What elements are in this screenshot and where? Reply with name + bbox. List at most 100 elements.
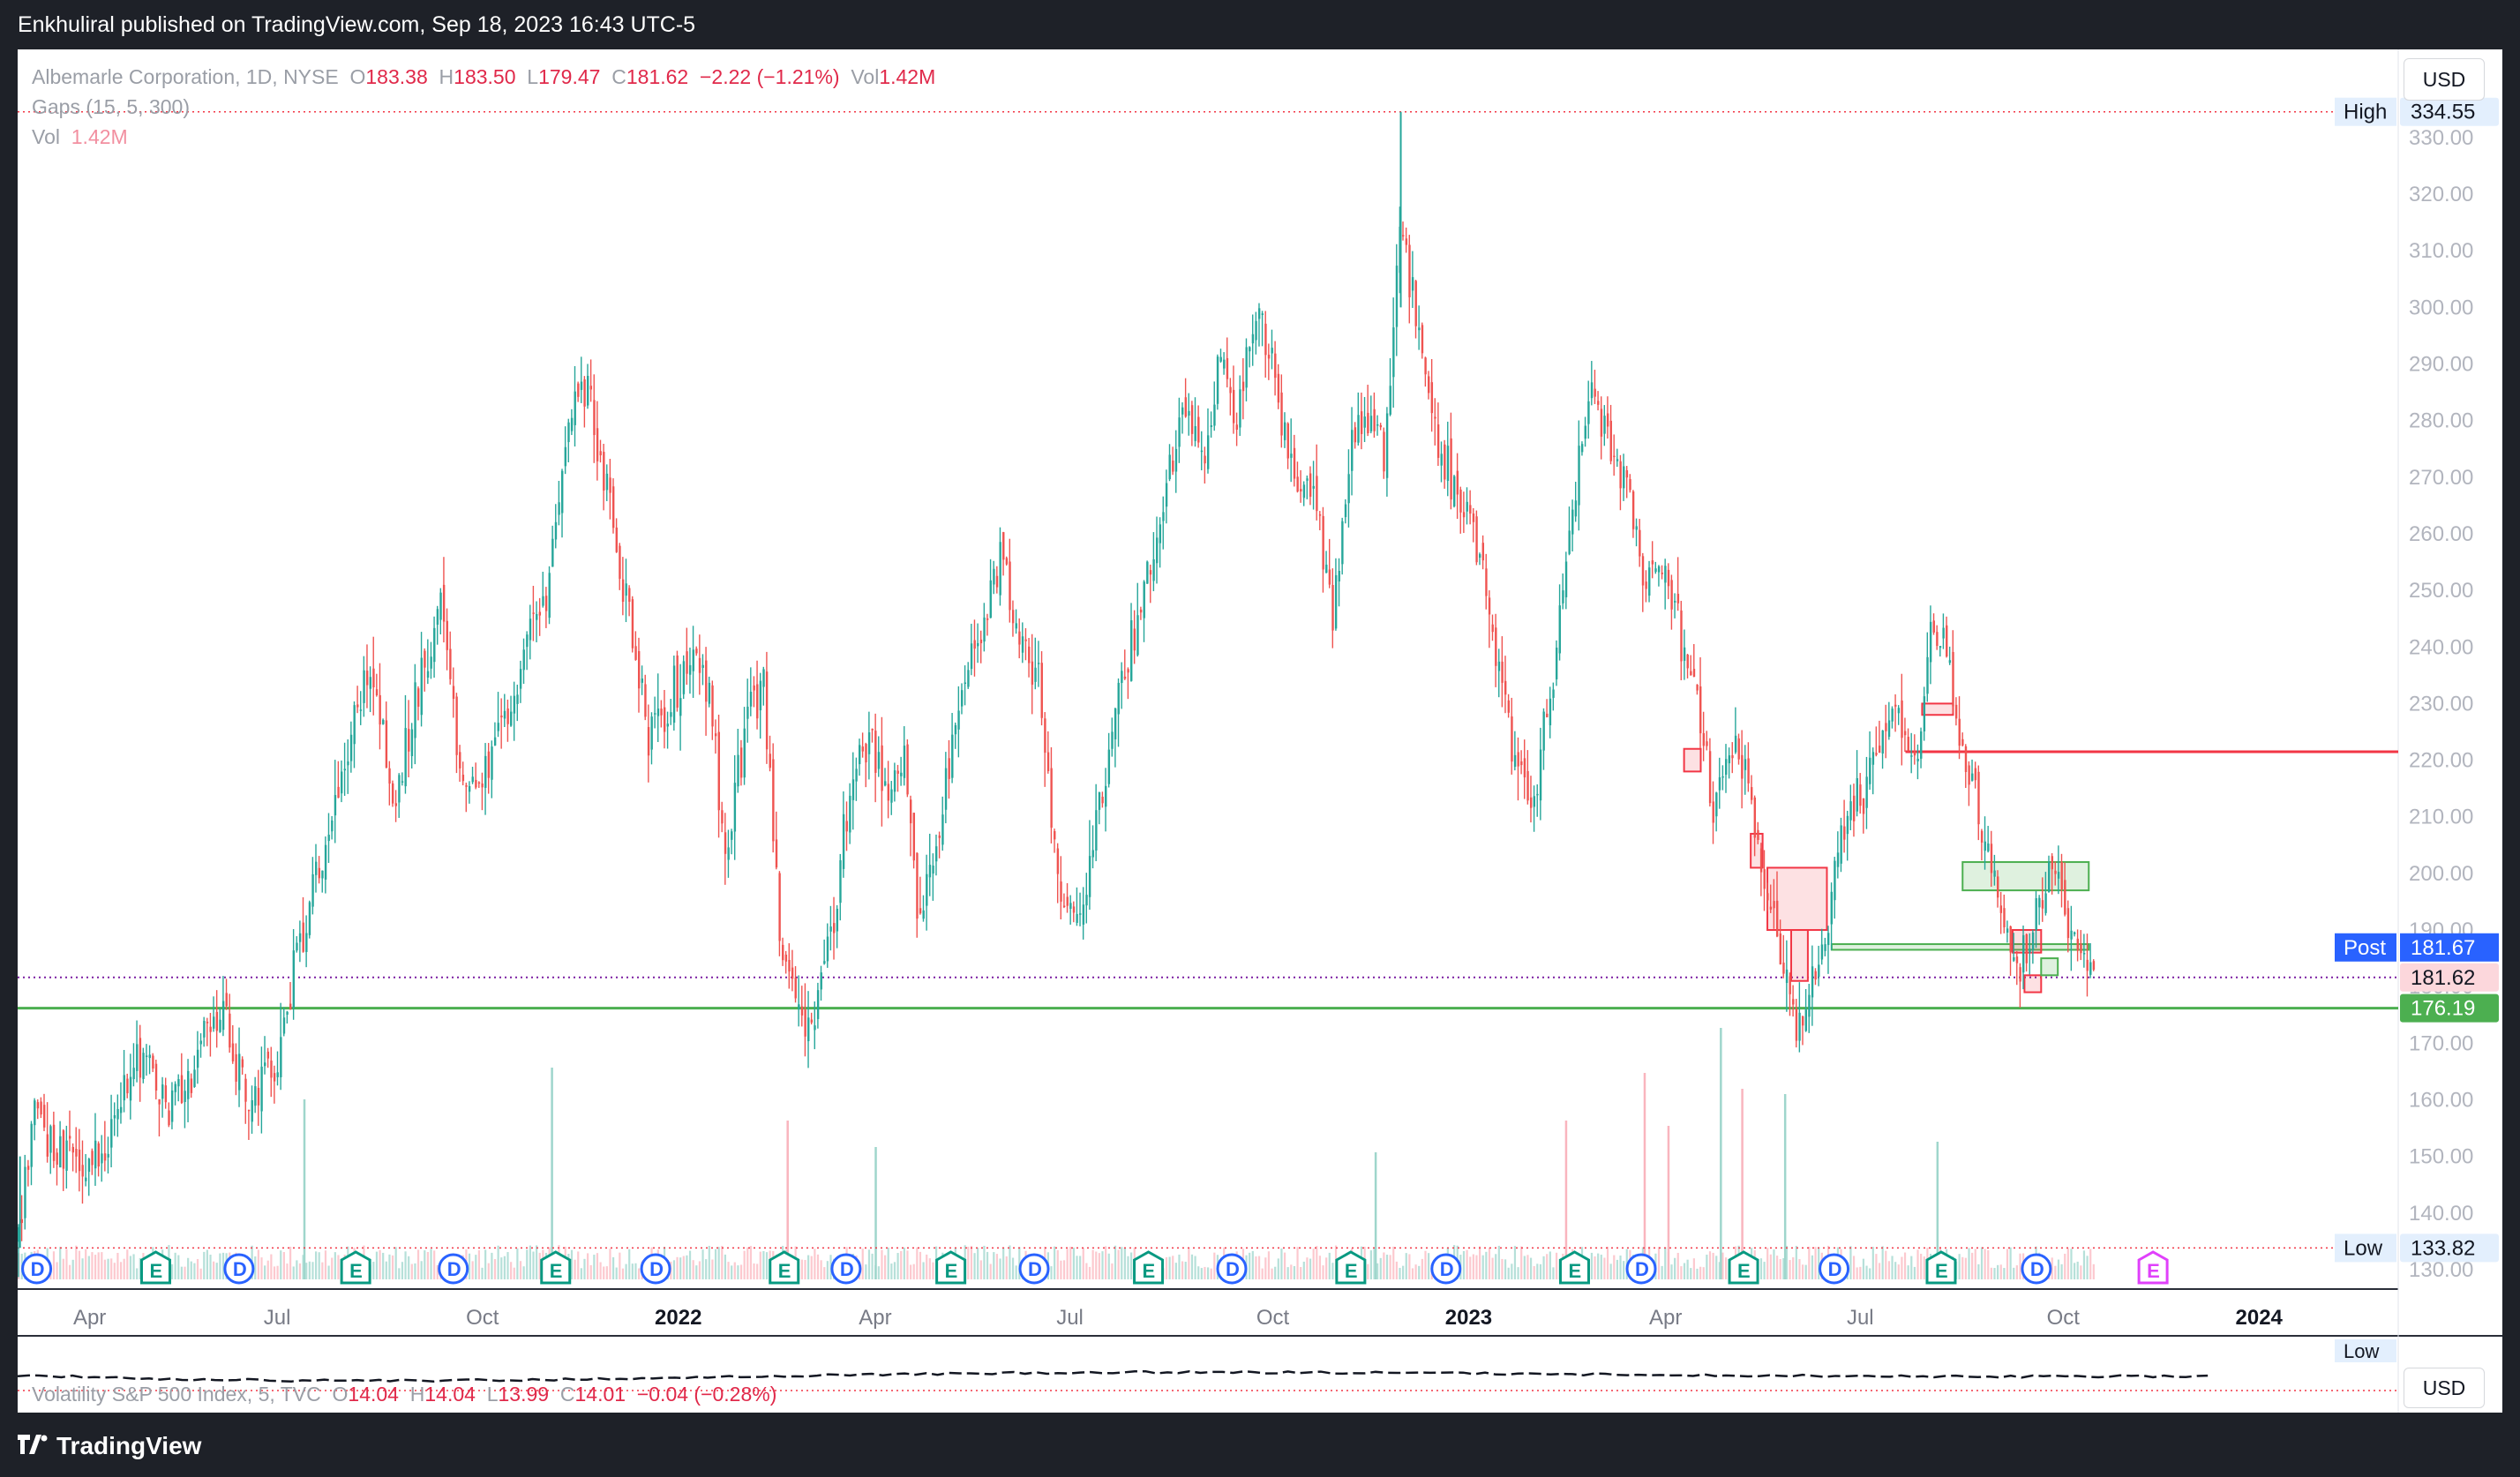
earnings-marker-label: E — [778, 1260, 791, 1282]
candle-body — [1028, 646, 1031, 664]
dividend-marker[interactable] — [1625, 1253, 1657, 1285]
volume-bar — [103, 1259, 107, 1279]
candle-body — [1312, 485, 1315, 489]
volume-bar — [1801, 1264, 1804, 1279]
post-tag-badge — [2335, 933, 2396, 962]
dividend-marker[interactable] — [223, 1253, 255, 1285]
volume-bar — [190, 1261, 192, 1279]
volume-bar — [1683, 1263, 1686, 1279]
chart-frame[interactable]: 130.00140.00150.00160.00170.00180.00190.… — [18, 49, 2502, 1413]
volume-bar — [1903, 1252, 1907, 1279]
candle-body — [1702, 732, 1706, 746]
x-tick-label: Jul — [264, 1306, 291, 1330]
earnings-marker[interactable] — [139, 1250, 171, 1285]
candle-body — [1031, 661, 1034, 685]
earnings-marker[interactable] — [1133, 1250, 1165, 1285]
volume-bar — [420, 1261, 423, 1279]
volume-bar — [1015, 1265, 1017, 1279]
volume-bar — [1696, 1268, 1699, 1279]
candle-body — [903, 746, 906, 778]
vix-currency-button[interactable]: USD — [2404, 1368, 2485, 1408]
volume-bar — [199, 1268, 202, 1279]
x-tick-label: Apr — [1649, 1306, 1682, 1330]
dividend-marker[interactable] — [2021, 1253, 2052, 1285]
candle-body — [1507, 700, 1511, 713]
volume-bar — [1715, 1256, 1718, 1279]
candle-body — [1549, 698, 1552, 726]
volume-bar — [1066, 1248, 1069, 1279]
candle-body — [2066, 908, 2070, 939]
candle-body — [1875, 753, 1878, 755]
candle-body — [372, 668, 375, 688]
currency-button[interactable]: USD — [2404, 58, 2485, 101]
candle-body — [1309, 473, 1312, 497]
dividend-marker[interactable] — [21, 1253, 53, 1285]
volume-bar — [196, 1258, 199, 1279]
candle-body — [203, 1021, 206, 1038]
volume-bar — [276, 1265, 279, 1279]
footer: TradingView — [0, 1413, 2520, 1477]
x-tick-label: Oct — [466, 1306, 499, 1330]
dividend-marker[interactable] — [1430, 1253, 1462, 1285]
volume-bar — [746, 1247, 749, 1279]
candle-body — [449, 649, 452, 679]
dividend-marker[interactable] — [640, 1253, 671, 1285]
earnings-marker[interactable] — [769, 1250, 800, 1285]
earnings-marker[interactable] — [540, 1250, 572, 1285]
candle-body — [893, 770, 896, 792]
candle-body — [1795, 1008, 1798, 1041]
price-chart[interactable]: 130.00140.00150.00160.00170.00180.00190.… — [18, 49, 2502, 1413]
candle-body — [979, 639, 983, 644]
candle-body — [465, 784, 468, 787]
volume-bar — [973, 1253, 976, 1279]
earnings-marker[interactable] — [1558, 1250, 1590, 1285]
y-tick-label: 250.00 — [2409, 579, 2473, 603]
candle-body — [1731, 755, 1734, 759]
earnings-marker[interactable] — [935, 1250, 967, 1285]
vix-pane[interactable]: Volatility S&P 500 Index, 5, TVC O14.04 … — [18, 1360, 2400, 1413]
volume-bar — [1804, 1264, 1807, 1279]
volume-bar — [695, 1265, 698, 1279]
earnings-marker[interactable] — [2137, 1250, 2169, 1285]
dividend-marker[interactable] — [830, 1253, 862, 1285]
volume-bar — [816, 1254, 820, 1279]
volume-bar — [724, 1254, 727, 1279]
dividend-marker[interactable] — [438, 1253, 469, 1285]
volume-bar — [1478, 1246, 1481, 1279]
earnings-marker[interactable] — [340, 1250, 371, 1285]
candle-body — [439, 592, 442, 620]
volume-bar — [1901, 1256, 1903, 1279]
candle-body — [1101, 797, 1104, 804]
volume-bar — [1421, 1258, 1423, 1279]
volume-bar — [1286, 1267, 1289, 1279]
candle-body — [1280, 392, 1283, 436]
candle-body — [1751, 787, 1753, 800]
volume-bar — [1011, 1257, 1015, 1279]
candle-body — [1239, 389, 1241, 428]
candle-body — [1143, 581, 1145, 619]
candle-body — [756, 684, 759, 719]
dividend-marker[interactable] — [1216, 1253, 1248, 1285]
volume-bar — [2086, 1256, 2089, 1279]
volume-bar — [375, 1251, 379, 1279]
candle-body — [1539, 749, 1542, 801]
candle-body — [1044, 718, 1046, 753]
gaps-indicator-row[interactable]: Gaps (15, 5, 300) — [32, 92, 935, 122]
candle-body — [941, 814, 944, 845]
candle-body — [461, 775, 465, 782]
volume-bar — [609, 1248, 611, 1279]
volume-bar — [1856, 1267, 1858, 1279]
dividend-marker[interactable] — [1819, 1253, 1850, 1285]
candle-body — [1862, 798, 1865, 814]
earnings-marker[interactable] — [1728, 1250, 1759, 1285]
earnings-marker[interactable] — [1925, 1250, 1957, 1285]
candle-body — [526, 634, 529, 648]
volume-bar — [1603, 1257, 1606, 1279]
candle-body — [1766, 893, 1769, 901]
tradingview-logo[interactable]: TradingView — [18, 1432, 201, 1460]
volume-indicator-row[interactable]: Vol 1.42M — [32, 122, 935, 152]
earnings-marker[interactable] — [1335, 1250, 1367, 1285]
dividend-marker[interactable] — [1018, 1253, 1050, 1285]
volume-bar — [867, 1249, 871, 1279]
candle-body — [184, 1091, 186, 1102]
